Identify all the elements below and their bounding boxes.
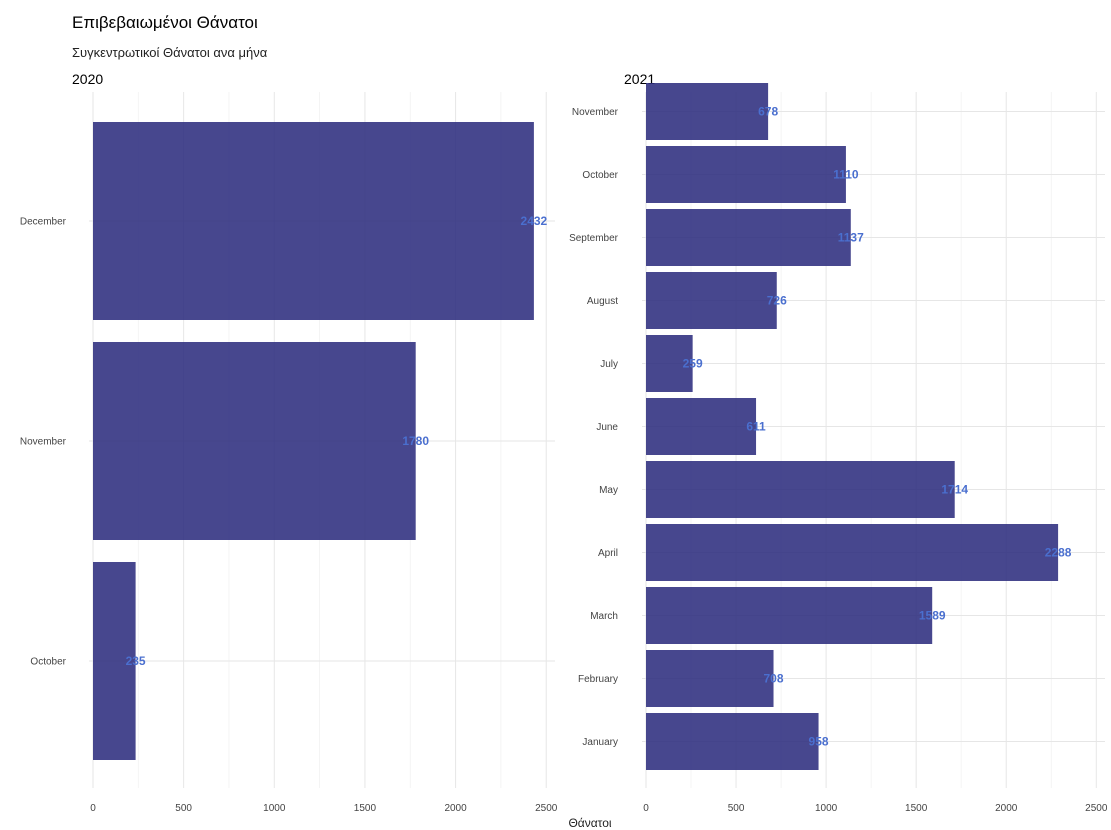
chart-subtitle: Συγκεντρωτικοί Θάνατοι ανα μήνα [72,45,268,60]
x-tick-label: 2500 [1085,803,1108,814]
bar-august [646,272,777,329]
x-axis-label: Θάνατοι [568,816,611,830]
y-tick-label: August [587,296,618,307]
bar-november [646,83,769,140]
bar-april [646,524,1059,581]
bar-march [646,587,933,644]
data-label: 235 [126,654,146,668]
x-tick-label: 2500 [535,803,558,814]
bar-october [93,562,136,760]
panel-title-2020: 2020 [72,71,103,87]
data-label: 958 [809,735,829,749]
y-tick-label: October [582,170,618,181]
data-label: 2288 [1045,546,1072,560]
y-tick-label: May [599,485,618,496]
data-label: 1589 [919,609,946,623]
x-tick-label: 1500 [905,803,928,814]
y-tick-label: November [20,437,67,448]
x-tick-label: 500 [728,803,745,814]
data-label: 2432 [521,214,548,228]
bar-october [646,146,846,203]
x-tick-label: 2000 [995,803,1018,814]
x-tick-label: 0 [90,803,96,814]
x-tick-label: 1500 [354,803,377,814]
data-label: 1137 [838,231,864,245]
data-label: 1780 [402,434,429,448]
y-tick-label: January [582,737,618,748]
y-tick-label: March [590,611,618,622]
bar-february [646,650,774,707]
y-tick-label: October [30,657,66,668]
x-tick-label: 0 [643,803,649,814]
bar-september [646,209,851,266]
data-label: 259 [683,357,703,371]
x-tick-label: 1000 [263,803,286,814]
bar-june [646,398,757,455]
data-label: 708 [764,672,784,686]
chart-title: Επιβεβαιωμένοι Θάνατοι [72,13,258,32]
x-tick-label: 1000 [815,803,838,814]
data-label: 726 [767,294,787,308]
data-label: 1714 [941,483,968,497]
y-tick-label: February [578,674,618,685]
data-label: 678 [758,105,778,119]
panel-2021: 0 500 1000 1500 2000 2500 January 958 February 70… [569,83,1108,814]
data-label: 611 [746,420,766,434]
y-tick-label: June [596,422,618,433]
y-tick-label: September [569,233,619,244]
y-tick-label: April [598,548,618,559]
panel-2020: 0 500 1000 1500 2000 2500 October 235 November 17… [20,92,558,814]
y-tick-label: November [572,107,619,118]
bar-may [646,461,955,518]
bar-july [646,335,693,392]
x-tick-label: 500 [175,803,192,814]
x-tick-label: 2000 [444,803,467,814]
y-tick-label: July [600,359,618,370]
bar-december [93,122,534,320]
y-tick-label: December [20,217,67,228]
bar-january [646,713,819,770]
data-label: 1110 [833,168,859,182]
bar-november [93,342,416,540]
